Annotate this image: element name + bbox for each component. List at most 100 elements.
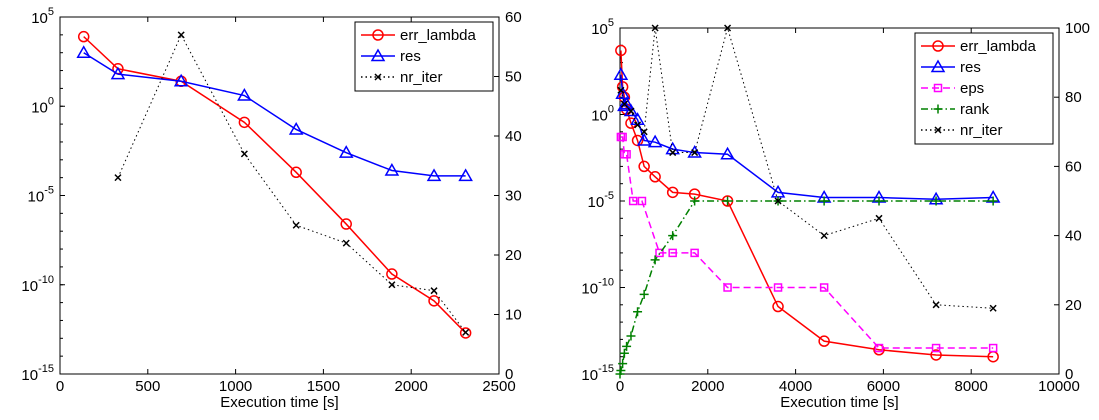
data-point: [647, 134, 663, 148]
tick-exponent: 5: [48, 6, 54, 18]
legend-label: res: [960, 59, 981, 76]
data-point: [77, 30, 90, 43]
data-point: [774, 197, 782, 205]
tick-base: 10: [31, 10, 48, 27]
data-point: [388, 281, 396, 289]
data-point: [616, 366, 626, 376]
x-tick-label: 0: [616, 378, 624, 395]
data-point: [459, 327, 472, 339]
data-point: [110, 66, 126, 80]
data-point: [386, 268, 398, 280]
series-rank: [615, 196, 998, 379]
data-point: [636, 132, 652, 146]
data-point: [615, 86, 630, 99]
data-point: [649, 171, 661, 183]
legend-swatch-marker: [930, 59, 946, 73]
tick-exponent: -10: [598, 277, 614, 289]
data-point: [651, 24, 659, 32]
data-point: [622, 150, 631, 159]
data-point: [874, 343, 884, 353]
x-tick-label: 8000: [955, 378, 988, 395]
y-right-tick-label: 100: [1065, 20, 1090, 37]
y-right-tick-label: 10: [505, 307, 522, 324]
data-point: [114, 174, 122, 182]
legend-label: eps: [960, 80, 984, 97]
y-left-tick-label: 10-5: [28, 185, 54, 206]
data-point: [628, 196, 638, 206]
data-point: [618, 359, 628, 369]
y-left-tick-label: 100: [591, 104, 614, 125]
data-point: [619, 348, 629, 358]
data-point: [930, 349, 942, 361]
tick-base: 10: [591, 21, 608, 38]
legend-swatch-marker: [370, 48, 386, 62]
x-tick-label: 500: [135, 378, 160, 395]
data-point: [931, 343, 941, 353]
legend-swatch-marker: [374, 73, 382, 81]
data-point: [288, 121, 304, 135]
y-right-tick-label: 20: [505, 247, 522, 264]
y-right-tick-label: 0: [505, 366, 513, 383]
y-left-tick-label: 10-15: [21, 363, 54, 384]
data-point: [76, 45, 91, 58]
series-line: [620, 136, 994, 349]
data-point: [173, 73, 189, 87]
tick-exponent: -5: [604, 190, 614, 202]
data-point: [820, 232, 828, 240]
data-point: [687, 145, 702, 158]
series-line: [83, 52, 466, 177]
tick-exponent: 0: [608, 104, 614, 116]
data-point: [238, 116, 251, 129]
tick-exponent: -15: [38, 363, 54, 375]
series-line: [83, 36, 467, 334]
tick-exponent: -5: [44, 185, 54, 197]
data-point: [617, 86, 625, 94]
data-point: [342, 239, 350, 247]
data-point: [458, 168, 473, 182]
data-point: [384, 162, 400, 176]
data-point: [626, 331, 636, 341]
data-point: [720, 146, 735, 160]
x-axis-label: Execution time [s]: [220, 394, 338, 411]
data-point: [615, 44, 627, 57]
data-point: [618, 132, 627, 142]
x-tick-label: 2000: [691, 378, 724, 395]
data-point: [340, 218, 352, 230]
x-tick-label: 1500: [307, 378, 340, 395]
data-point: [988, 343, 998, 353]
tick-base: 10: [21, 367, 38, 384]
data-point: [819, 196, 829, 206]
data-point: [874, 196, 884, 206]
x-axis-label: Execution time [s]: [780, 394, 898, 411]
tick-exponent: -10: [38, 274, 54, 286]
x-tick-label: 2000: [395, 378, 428, 395]
x-tick-label: 2500: [482, 378, 515, 395]
tick-base: 10: [581, 281, 598, 298]
data-point: [723, 283, 732, 292]
data-point: [428, 295, 440, 307]
series-nr-iter: [114, 31, 470, 336]
y-right-tick-label: 80: [1065, 89, 1082, 106]
data-point: [617, 98, 632, 112]
data-point: [655, 248, 664, 258]
data-point: [666, 186, 679, 199]
y-left-tick-label: 10-10: [581, 277, 614, 298]
data-point: [426, 168, 442, 182]
data-point: [430, 287, 438, 295]
data-point: [177, 31, 185, 39]
data-point: [668, 231, 678, 241]
series-line: [117, 33, 467, 333]
y-left-tick-label: 10-15: [581, 363, 614, 384]
tick-base: 10: [581, 367, 598, 384]
legend-label: res: [400, 48, 421, 65]
legend-label: rank: [960, 101, 990, 118]
data-point: [633, 307, 643, 317]
data-point: [691, 149, 699, 157]
tick-base: 10: [21, 278, 38, 295]
data-point: [292, 221, 300, 229]
data-point: [237, 88, 252, 101]
